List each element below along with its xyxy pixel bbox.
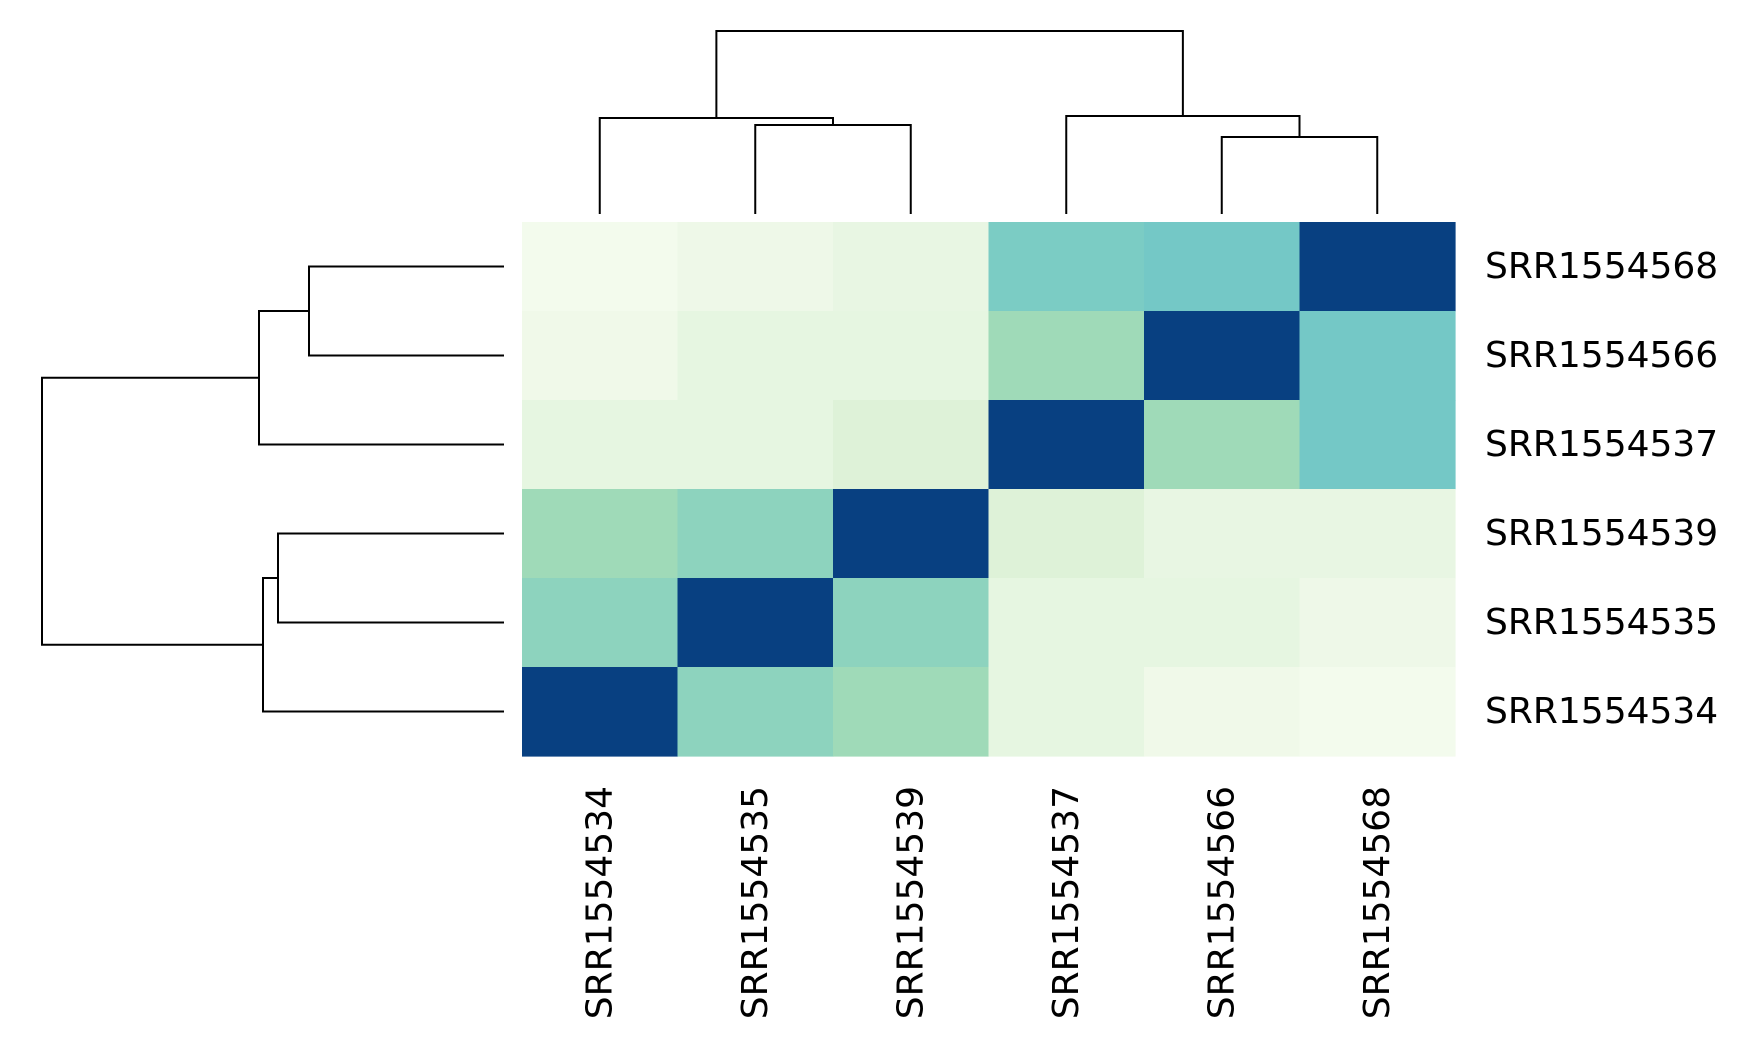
column-tick-label: SRR1554534 [579, 786, 620, 1019]
heatmap-cell [522, 578, 679, 668]
heatmap-cell [988, 667, 1145, 757]
heatmap-cell [1299, 400, 1456, 490]
heatmap-cell [833, 578, 990, 668]
heatmap-cells [522, 222, 1456, 757]
heatmap-cell [677, 311, 834, 401]
heatmap-cell [988, 222, 1145, 312]
heatmap-cell [988, 400, 1145, 490]
column-tick-labels: SRR1554534 SRR1554535 SRR1554539 SRR1554537… [579, 786, 1398, 1019]
heatmap-cell [677, 222, 834, 312]
dendrogram-link [41, 376, 263, 646]
heatmap-cell [1144, 578, 1301, 668]
heatmap-cell [988, 489, 1145, 579]
column-dendrogram [598, 30, 1379, 214]
heatmap-cell [988, 311, 1145, 401]
heatmap-cell [988, 578, 1145, 668]
column-tick-label: SRR1554537 [1046, 786, 1087, 1019]
heatmap-cell [1144, 222, 1301, 312]
dendrogram-link [262, 577, 504, 713]
dendrogram-link [1220, 136, 1379, 214]
heatmap-cell [833, 222, 990, 312]
heatmap-cell [1144, 489, 1301, 579]
heatmap-cell [522, 311, 679, 401]
heatmap-cell [1144, 400, 1301, 490]
row-dendrogram [41, 265, 504, 713]
heatmap-cell [522, 489, 679, 579]
row-tick-label: SRR1554535 [1485, 602, 1718, 643]
column-tick-label: SRR1554566 [1201, 786, 1242, 1019]
row-tick-label: SRR1554539 [1485, 513, 1718, 554]
dendrogram-link [258, 310, 504, 446]
row-tick-label: SRR1554566 [1485, 335, 1718, 376]
heatmap-cell [1299, 489, 1456, 579]
heatmap-cell [677, 667, 834, 757]
heatmap-cell [1299, 667, 1456, 757]
row-tick-labels: SRR1554568 SRR1554566 SRR1554537 SRR1554539… [1485, 246, 1718, 732]
heatmap-cell [677, 489, 834, 579]
row-tick-label: SRR1554537 [1485, 424, 1718, 465]
column-tick-label: SRR1554539 [890, 786, 931, 1019]
column-tick-label: SRR1554568 [1357, 786, 1398, 1019]
row-tick-label: SRR1554568 [1485, 246, 1718, 287]
heatmap-cell [522, 222, 679, 312]
heatmap-cell [833, 311, 990, 401]
dendrogram-link [715, 30, 1184, 118]
heatmap-cell [833, 400, 990, 490]
row-tick-label: SRR1554534 [1485, 691, 1718, 732]
heatmap-cell [522, 400, 679, 490]
heatmap-cell [1299, 578, 1456, 668]
dendrogram-link [754, 124, 912, 214]
heatmap-cell [677, 578, 834, 668]
dendrogram-link [277, 532, 504, 624]
dendrogram-link [308, 265, 504, 357]
dendrogram-link [1065, 115, 1301, 214]
heatmap-cell [522, 667, 679, 757]
column-tick-label: SRR1554535 [735, 786, 776, 1019]
heatmap-cell [677, 400, 834, 490]
heatmap-cell [833, 489, 990, 579]
heatmap-cell [1144, 667, 1301, 757]
heatmap-cell [1299, 311, 1456, 401]
heatmap-cell [1299, 222, 1456, 312]
dendrogram-link [598, 117, 834, 214]
heatmap-cell [1144, 311, 1301, 401]
heatmap-cell [833, 667, 990, 757]
